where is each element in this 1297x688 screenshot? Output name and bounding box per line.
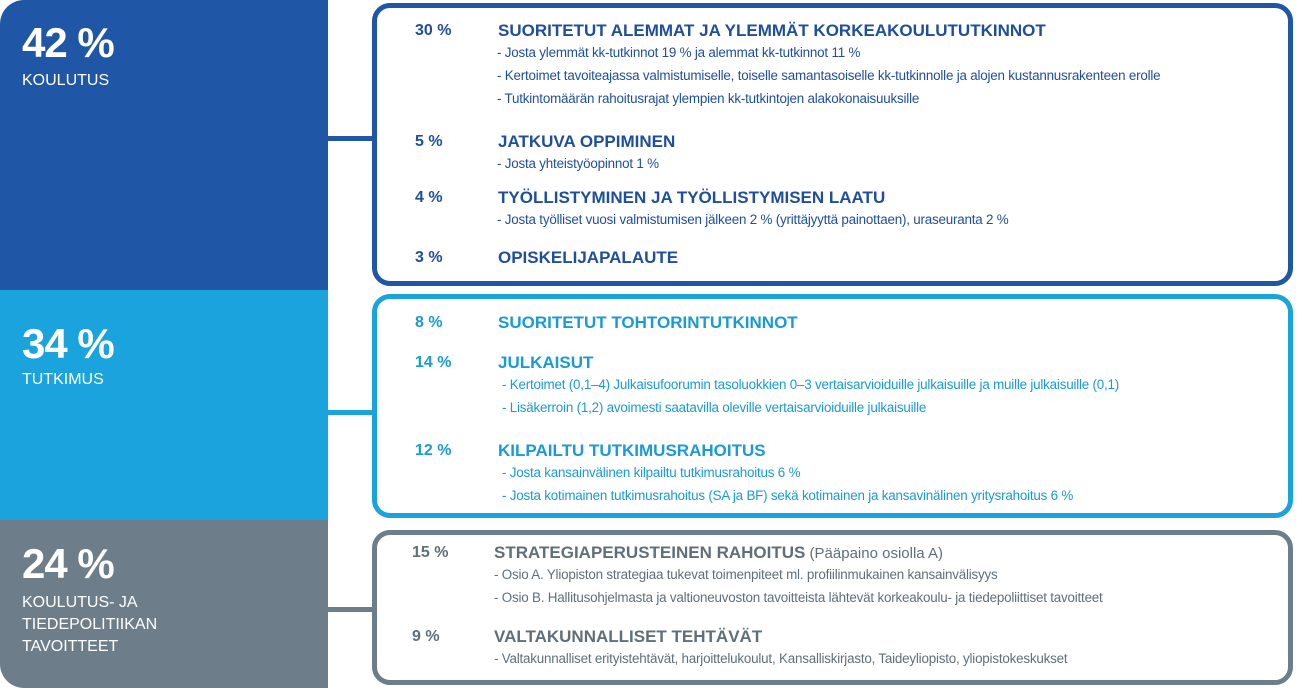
item-bullet: - Josta työlliset vuosi valmistumisen jä… xyxy=(497,212,1009,227)
item-bullet: - Josta ylemmät kk-tutkinnot 19 % ja ale… xyxy=(497,45,861,60)
item-bullet: - Kertoimet (0,1–4) Julkaisufoorumin tas… xyxy=(502,377,1120,392)
item-title: TYÖLLISTYMINEN JA TYÖLLISTYMISEN LAATU xyxy=(498,188,886,207)
item-title: JULKAISUT xyxy=(498,353,594,372)
item-bullet: - Josta kansainvälinen kilpailtu tutkimu… xyxy=(502,465,801,480)
section-block xyxy=(0,290,328,520)
item-percent: 8 % xyxy=(415,314,443,331)
item-percent: 30 % xyxy=(415,22,452,39)
section-percent: 24 % xyxy=(22,540,115,587)
item-bullet: - Osio B. Hallitusohjelmasta ja valtione… xyxy=(494,590,1103,605)
item-title: KILPAILTU TUTKIMUSRAHOITUS xyxy=(498,441,766,460)
item-title: VALTAKUNNALLISET TEHTÄVÄT xyxy=(494,627,763,646)
section-label: KOULUTUS- JA xyxy=(22,594,138,611)
item-note: (Pääpaino osiolla A) xyxy=(805,545,943,562)
detail-box xyxy=(372,3,1293,286)
item-bullet: - Lisäkerroin (1,2) avoimesti saatavilla… xyxy=(502,400,927,415)
item-percent: 3 % xyxy=(415,249,443,266)
item-title: JATKUVA OPPIMINEN xyxy=(498,132,676,151)
detail-box xyxy=(372,530,1293,685)
item-bullet: - Josta kotimainen tutkimusrahoitus (SA … xyxy=(502,488,1074,503)
item-percent: 4 % xyxy=(415,189,443,206)
item-percent: 14 % xyxy=(415,354,452,371)
item-title: STRATEGIAPERUSTEINEN RAHOITUS (Pääpaino … xyxy=(494,543,943,562)
item-title: SUORITETUT ALEMMAT JA YLEMMÄT KORKEAKOUL… xyxy=(498,21,1046,40)
item-bullet: - Josta yhteistyöopinnot 1 % xyxy=(497,156,659,171)
item-percent: 15 % xyxy=(412,544,449,561)
connector xyxy=(328,607,374,612)
item-title: SUORITETUT TOHTORINTUTKINNOT xyxy=(498,313,798,332)
connector xyxy=(328,136,374,141)
item-percent: 5 % xyxy=(415,133,443,150)
section-label: TIEDEPOLITIIKAN xyxy=(22,616,158,633)
item-title: OPISKELIJAPALAUTE xyxy=(498,248,679,267)
item-bullet: - Kertoimet tavoiteajassa valmistumisell… xyxy=(497,68,1161,83)
section-label: TAVOITTEET xyxy=(22,638,119,655)
item-bullet: - Valtakunnalliset erityistehtävät, harj… xyxy=(494,651,1068,666)
section-label: KOULUTUS xyxy=(22,72,110,89)
item-bullet: - Osio A. Yliopiston strategiaa tukevat … xyxy=(494,567,998,582)
section-percent: 42 % xyxy=(22,19,115,66)
item-bullet: - Tutkintomäärän rahoitusrajat ylempien … xyxy=(497,91,920,106)
item-percent: 12 % xyxy=(415,442,452,459)
section-label: TUTKIMUS xyxy=(22,371,104,388)
connector xyxy=(328,410,374,415)
section-block xyxy=(0,520,328,688)
detail-box xyxy=(372,294,1293,518)
item-percent: 9 % xyxy=(412,628,440,645)
section-percent: 34 % xyxy=(22,320,115,367)
section-block xyxy=(0,0,328,290)
